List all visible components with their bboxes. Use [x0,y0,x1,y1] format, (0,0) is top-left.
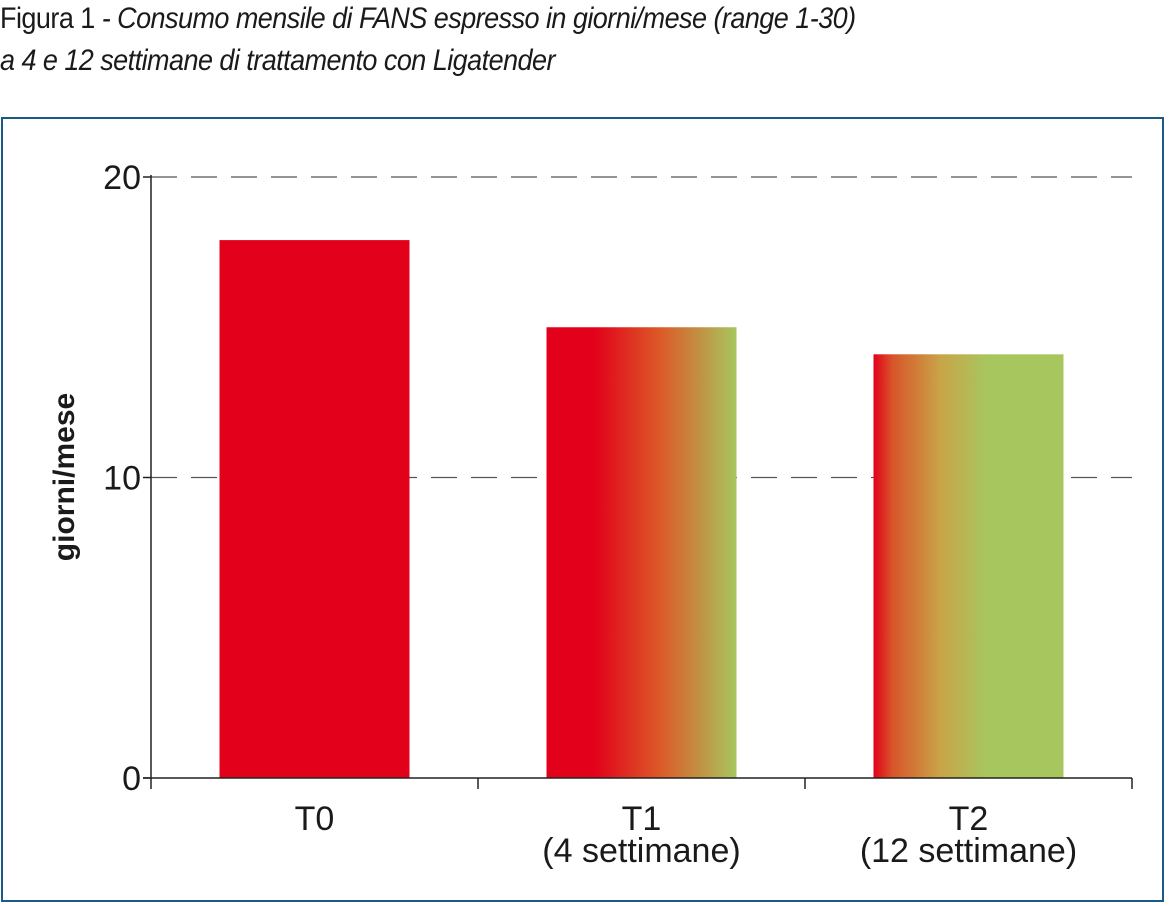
chart-frame [1,117,1164,902]
figure-label: Figura 1 [0,2,95,35]
bar-t1 [546,327,737,778]
bar-t2 [873,354,1064,778]
bar-t0 [219,240,410,779]
x-tick-sublabel-t1: (4 settimane) [542,832,740,870]
x-tick-label-t0: T0 [295,800,335,838]
y-tick-label-10: 10 [103,460,141,498]
figure-subtitle: a 4 e 12 settimane di trattamento con Li… [0,44,556,77]
caption-line-1: Figura 1 - Consumo mensile di FANS espre… [0,2,856,36]
x-tick-sublabel-t2: (12 settimane) [860,832,1077,870]
y-tick-label-0: 0 [122,760,141,798]
y-axis-label: giorni/mese [48,393,81,561]
y-tick-label-20: 20 [103,159,141,197]
x-tick-label-t2: T2 [949,800,989,838]
figure-title: - Consumo mensile di FANS espresso in gi… [94,2,856,35]
x-tick-label-t1: T1 [622,800,662,838]
